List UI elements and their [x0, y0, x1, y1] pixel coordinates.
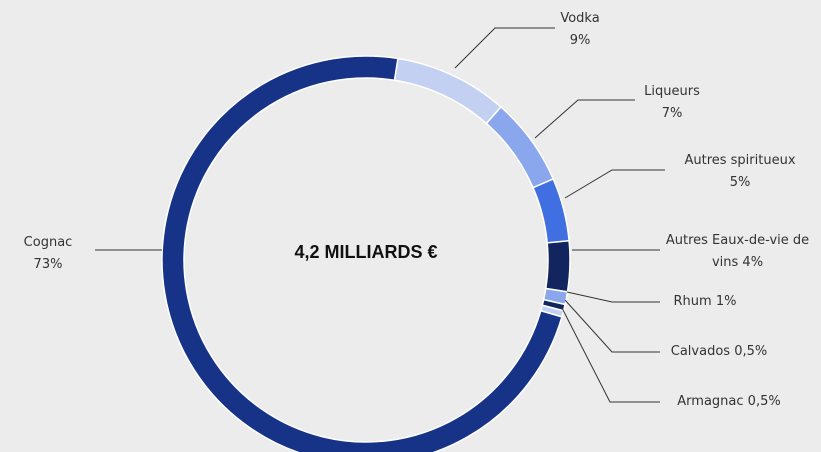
category-label: Autres Eaux-de-vie de vins — [665, 233, 810, 270]
category-label: Cognac — [23, 235, 73, 250]
donut-segment — [161, 55, 563, 452]
category-label: Armagnac — [677, 394, 744, 409]
donut-segment — [544, 239, 571, 293]
center-label: 4,2 MILLIARDS € — [294, 242, 437, 262]
segment-label: Cognac 73% — [8, 232, 88, 276]
donut-segment — [393, 57, 502, 125]
segment-label: Vodka 9% — [540, 8, 620, 52]
leader-line — [561, 307, 660, 403]
donut-segment — [485, 105, 555, 189]
segment-label: Autres spiritueux 5% — [670, 150, 810, 194]
leader-line — [564, 169, 665, 199]
category-label: Vodka — [560, 11, 600, 26]
value-label: 1% — [715, 294, 737, 309]
donut-segment — [532, 177, 570, 244]
category-label: Liqueurs — [644, 84, 700, 99]
leader-line — [564, 299, 660, 353]
value-label: 9% — [569, 33, 591, 48]
value-label: 5% — [729, 175, 751, 190]
category-label: Rhum — [673, 294, 712, 309]
segment-label: Armagnac 0,5% — [660, 391, 798, 413]
category-label: Autres spiritueux — [684, 153, 796, 168]
segment-label: Rhum 1% — [660, 291, 750, 313]
leader-line — [454, 27, 555, 69]
value-label: 4% — [742, 255, 764, 270]
category-label: Calvados — [670, 344, 731, 359]
segment-label: Calvados 0,5% — [660, 341, 778, 363]
segment-label: Autres Eaux-de-vie de vins 4% — [665, 230, 810, 274]
value-label: 7% — [661, 106, 683, 121]
value-label: 0,5% — [734, 344, 768, 359]
leader-line — [534, 99, 635, 139]
segment-label: Liqueurs 7% — [632, 81, 712, 125]
value-label: 0,5% — [747, 394, 781, 409]
value-label: 73% — [33, 257, 63, 272]
leader-line — [566, 291, 660, 303]
